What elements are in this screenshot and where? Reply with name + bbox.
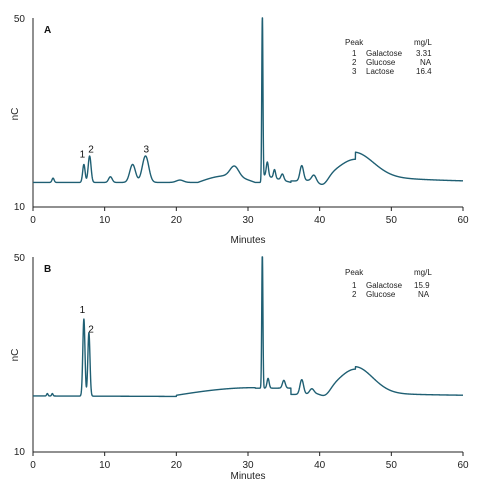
legend-b-header-unit: mg/L [414,268,432,277]
legend-b-row1-name: Galactose [366,281,403,290]
legend-b-row1-value: 15.9 [414,281,430,290]
panel-b-peak-label: 1 [80,305,86,316]
panel-a-peak-label: 2 [88,145,94,156]
panel-a-peak-label: 1 [80,149,86,160]
panel-b-x-tick-label: 40 [314,460,326,471]
panel-b-x-tick-label: 30 [242,460,254,471]
panel-b-x-tick-label: 10 [99,460,111,471]
panel-b-x-ticks: 0 10 20 30 40 50 60 [30,452,469,471]
panel-a-x-label: Minutes [230,235,265,246]
panel-a-peak-label: 3 [143,145,149,156]
panel-a-x-ticks: 0 10 20 30 40 50 60 [30,207,469,226]
legend-a-row2-value: NA [420,58,432,67]
panel-a-x-tick-label: 20 [171,215,183,226]
panel-b-y-tick-bottom: 10 [14,447,26,458]
panel-a-x-tick-label: 50 [386,215,398,226]
legend-a-row2-name: Glucose [366,58,396,67]
panel-a-legend: Peak mg/L 1 Galactose 3.31 2 Glucose NA … [345,38,432,76]
legend-b-row2-name: Glucose [366,290,396,299]
panel-b-peak-labels: 12 [80,305,95,336]
legend-a-row1-name: Galactose [366,49,403,58]
panel-b-peak-label: 2 [88,325,94,336]
panel-a-x-tick-label: 0 [30,215,36,226]
panel-b-x-tick-label: 20 [171,460,183,471]
legend-b-header-peak: Peak [345,268,364,277]
legend-a-header-peak: Peak [345,38,364,47]
legend-a-row2-num: 2 [352,58,357,67]
legend-a-row1-num: 1 [352,49,357,58]
panel-a-x-tick-label: 30 [242,215,254,226]
panel-b-x-tick-label: 60 [457,460,469,471]
panel-a-trace [32,17,464,186]
panel-a-y-tick-bottom: 10 [14,202,26,213]
chart-panel-b: 50 10 nC Minutes B 0 10 20 30 40 50 60 12 Peak… [10,253,469,482]
panel-b-y-tick-top: 50 [14,253,26,264]
panel-b-tag: B [44,264,51,275]
legend-b-row2-value: NA [418,290,430,299]
panel-a-y-label: nC [10,108,21,121]
panel-a-y-tick-top: 50 [14,14,26,25]
legend-a-row3-name: Lactose [366,67,395,76]
panel-a-x-tick-label: 10 [99,215,111,226]
panel-a-x-tick-label: 40 [314,215,326,226]
panel-b-x-tick-label: 0 [30,460,36,471]
panel-a-x-tick-label: 60 [457,215,469,226]
legend-a-row3-num: 3 [352,67,357,76]
panel-b-y-label: nC [10,349,21,362]
panel-b-x-label: Minutes [230,471,265,482]
panel-b-x-tick-label: 50 [386,460,398,471]
legend-a-row1-value: 3.31 [416,49,432,58]
panel-b-trace [32,256,464,398]
panel-a-tag: A [44,25,51,36]
legend-b-row1-num: 1 [352,281,357,290]
legend-a-header-unit: mg/L [414,38,432,47]
legend-b-row2-num: 2 [352,290,357,299]
legend-a-row3-value: 16.4 [416,67,432,76]
panel-b-legend: Peak mg/L 1 Galactose 15.9 2 Glucose NA [345,268,432,299]
